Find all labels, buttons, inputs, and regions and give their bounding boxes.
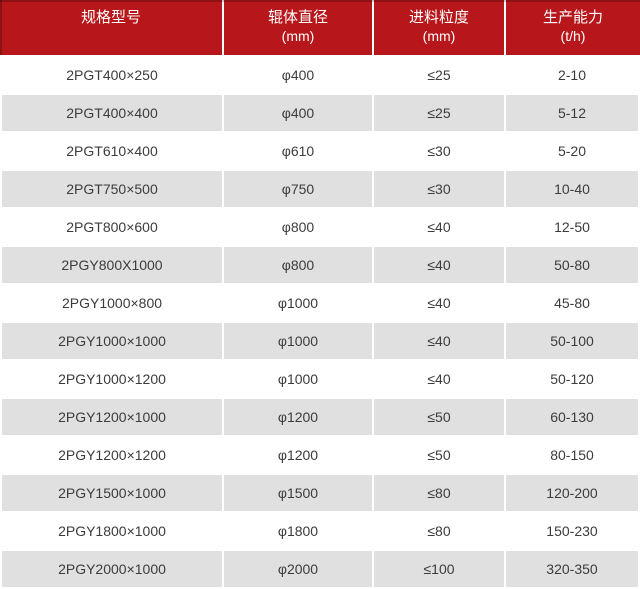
table-row: 2PGY800X1000 φ800 ≤40 50-80 <box>2 247 638 283</box>
cell-capacity: 10-40 <box>506 171 638 207</box>
cell-capacity: 80-150 <box>506 437 638 473</box>
cell-roller-diameter: φ800 <box>224 209 372 245</box>
cell-roller-diameter: φ1000 <box>224 323 372 359</box>
cell-capacity: 120-200 <box>506 475 638 511</box>
cell-roller-diameter: φ1000 <box>224 285 372 321</box>
table-row: 2PGY1000×1200 φ1000 ≤40 50-120 <box>2 361 638 397</box>
cell-spec-model: 2PGY1200×1200 <box>2 437 222 473</box>
cell-roller-diameter: φ2000 <box>224 551 372 587</box>
cell-feed-size: ≤40 <box>374 209 504 245</box>
cell-feed-size: ≤40 <box>374 361 504 397</box>
cell-feed-size: ≤80 <box>374 513 504 549</box>
cell-spec-model: 2PGT400×250 <box>2 57 222 93</box>
table-header-row: 规格型号 辊体直径 (mm) 进料粒度 (mm) 生产能力 (t/h) <box>0 0 640 55</box>
cell-capacity: 50-100 <box>506 323 638 359</box>
cell-roller-diameter: φ1000 <box>224 361 372 397</box>
cell-spec-model: 2PGY1000×800 <box>2 285 222 321</box>
table-row: 2PGT400×400 φ400 ≤25 5-12 <box>2 95 638 131</box>
cell-spec-model: 2PGT400×400 <box>2 95 222 131</box>
cell-feed-size: ≤40 <box>374 323 504 359</box>
cell-capacity: 5-12 <box>506 95 638 131</box>
cell-spec-model: 2PGY1800×1000 <box>2 513 222 549</box>
table-row: 2PGT610×400 φ610 ≤30 5-20 <box>2 133 638 169</box>
cell-spec-model: 2PGT750×500 <box>2 171 222 207</box>
column-header-label: 辊体直径 <box>267 9 328 26</box>
cell-roller-diameter: φ400 <box>224 95 372 131</box>
cell-feed-size: ≤40 <box>374 285 504 321</box>
cell-capacity: 50-120 <box>506 361 638 397</box>
cell-feed-size: ≤100 <box>374 551 504 587</box>
cell-spec-model: 2PGY1000×1000 <box>2 323 222 359</box>
column-header-spec-model: 规格型号 <box>0 0 222 55</box>
cell-spec-model: 2PGT800×600 <box>2 209 222 245</box>
cell-capacity: 60-130 <box>506 399 638 435</box>
cell-feed-size: ≤25 <box>374 95 504 131</box>
cell-capacity: 150-230 <box>506 513 638 549</box>
cell-roller-diameter: φ800 <box>224 247 372 283</box>
column-header-label: 进料粒度 <box>408 9 469 26</box>
cell-spec-model: 2PGY2000×1000 <box>2 551 222 587</box>
table-row: 2PGY1500×1000 φ1500 ≤80 120-200 <box>2 475 638 511</box>
table-row: 2PGY1000×1000 φ1000 ≤40 50-100 <box>2 323 638 359</box>
cell-capacity: 2-10 <box>506 57 638 93</box>
cell-spec-model: 2PGT610×400 <box>2 133 222 169</box>
column-header-label: 规格型号 <box>80 9 141 26</box>
cell-feed-size: ≤30 <box>374 171 504 207</box>
column-header-feed-size: 进料粒度 (mm) <box>374 0 504 55</box>
cell-capacity: 12-50 <box>506 209 638 245</box>
table-row: 2PGT400×250 φ400 ≤25 2-10 <box>2 57 638 93</box>
table-row: 2PGY1000×800 φ1000 ≤40 45-80 <box>2 285 638 321</box>
cell-feed-size: ≤50 <box>374 399 504 435</box>
cell-spec-model: 2PGY1200×1000 <box>2 399 222 435</box>
cell-feed-size: ≤50 <box>374 437 504 473</box>
cell-roller-diameter: φ400 <box>224 57 372 93</box>
cell-spec-model: 2PGY1500×1000 <box>2 475 222 511</box>
cell-capacity: 5-20 <box>506 133 638 169</box>
table-row: 2PGY1200×1000 φ1200 ≤50 60-130 <box>2 399 638 435</box>
cell-feed-size: ≤30 <box>374 133 504 169</box>
column-header-unit: (mm) <box>422 28 456 44</box>
cell-roller-diameter: φ750 <box>224 171 372 207</box>
cell-roller-diameter: φ1800 <box>224 513 372 549</box>
cell-feed-size: ≤80 <box>374 475 504 511</box>
table-row: 2PGT750×500 φ750 ≤30 10-40 <box>2 171 638 207</box>
cell-roller-diameter: φ1500 <box>224 475 372 511</box>
cell-capacity: 50-80 <box>506 247 638 283</box>
cell-feed-size: ≤25 <box>374 57 504 93</box>
table-row: 2PGY1200×1200 φ1200 ≤50 80-150 <box>2 437 638 473</box>
cell-spec-model: 2PGY1000×1200 <box>2 361 222 397</box>
table-body: 2PGT400×250 φ400 ≤25 2-10 2PGT400×400 φ4… <box>0 57 640 587</box>
table-row: 2PGY2000×1000 φ2000 ≤100 320-350 <box>2 551 638 587</box>
cell-roller-diameter: φ1200 <box>224 437 372 473</box>
cell-capacity: 320-350 <box>506 551 638 587</box>
column-header-unit: (t/h) <box>560 28 586 44</box>
table-row: 2PGT800×600 φ800 ≤40 12-50 <box>2 209 638 245</box>
column-header-roller-diameter: 辊体直径 (mm) <box>224 0 372 55</box>
table-row: 2PGY1800×1000 φ1800 ≤80 150-230 <box>2 513 638 549</box>
column-header-label: 生产能力 <box>542 9 603 26</box>
column-header-capacity: 生产能力 (t/h) <box>506 0 640 55</box>
cell-roller-diameter: φ1200 <box>224 399 372 435</box>
cell-roller-diameter: φ610 <box>224 133 372 169</box>
cell-capacity: 45-80 <box>506 285 638 321</box>
cell-spec-model: 2PGY800X1000 <box>2 247 222 283</box>
column-header-unit: (mm) <box>281 28 315 44</box>
cell-feed-size: ≤40 <box>374 247 504 283</box>
